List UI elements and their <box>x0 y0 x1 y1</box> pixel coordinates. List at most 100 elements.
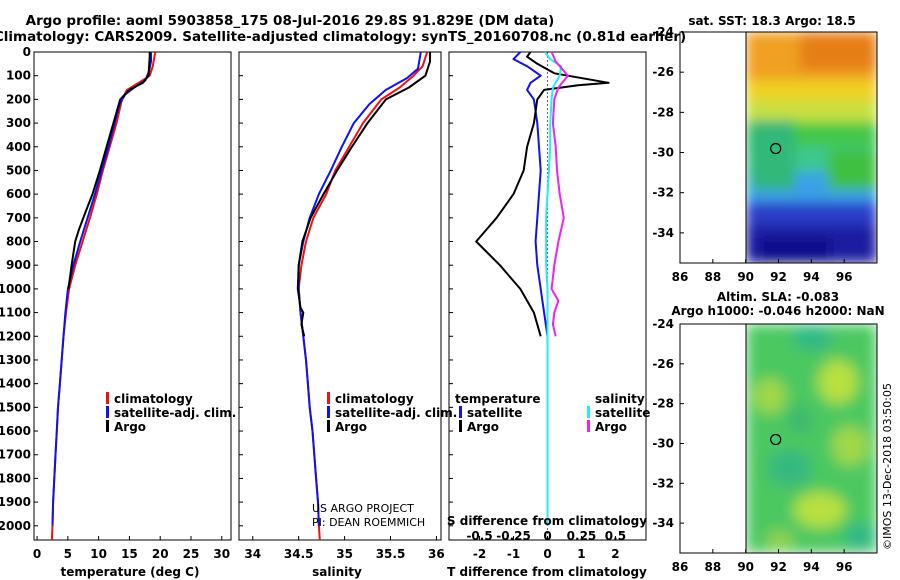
map-y-tick-label: -30 <box>652 436 674 450</box>
salinity-plot-area <box>296 52 431 540</box>
difference-x-label: T difference from climatology <box>447 565 647 579</box>
salinity-legend: climatology satellite-adj. clim. Argo <box>327 392 457 434</box>
salinity-x-axis: 34 34.5 35 35.5 36 <box>244 536 445 561</box>
x-tick-label: 15 <box>121 547 138 561</box>
depth-tick-label: 700 <box>6 211 31 225</box>
map-y-tick-label: -34 <box>652 226 674 240</box>
series-line-argo <box>67 52 151 290</box>
map-y-tick-label: -24 <box>652 25 674 39</box>
depth-tick-label: 100 <box>6 69 31 83</box>
map-x-tick-label: 96 <box>836 270 853 284</box>
depth-tick-label: 0 <box>23 45 31 59</box>
legend-label-climatology: climatology <box>114 392 193 406</box>
map-x-tick-label: 92 <box>770 270 787 284</box>
depth-axis: 0 100 200 300 400 500 600 700 800 900 1000 1100 1200… <box>0 45 453 533</box>
map-x-tick-label: 96 <box>836 560 853 574</box>
depth-tick-label: 1400 <box>0 377 31 391</box>
map-y-tick-label: -24 <box>652 317 674 331</box>
depth-tick-label: 800 <box>6 235 31 249</box>
sst-map-title: sat. SST: 18.3 Argo: 18.5 <box>688 14 855 28</box>
legend-swatch-sal-argo <box>587 420 590 432</box>
legend-label-satellite: satellite-adj. clim. <box>335 406 457 420</box>
difference-top-axis-label: S difference from climatology <box>447 514 647 528</box>
top-tick-label: -0.25 <box>496 529 531 543</box>
legend-swatch-satellite <box>106 406 109 418</box>
figure-title-line2: Climatology: CARS2009. Satellite-adjuste… <box>0 29 686 45</box>
map-x-tick-label: 90 <box>737 560 754 574</box>
series-line-argo <box>296 52 431 337</box>
depth-tick-label: 1300 <box>0 353 31 367</box>
map-x-tick-label: 94 <box>803 560 820 574</box>
temperature-plot-area <box>50 52 157 540</box>
sst-map-axes: 86 88 90 92 94 96 -24 -26 -28 -30 -32 -34 <box>652 25 852 284</box>
legend-label-temp-satellite: satellite <box>467 406 522 420</box>
x-tick-label: 35 <box>336 547 353 561</box>
map-x-tick-label: 88 <box>704 560 721 574</box>
legend-swatch-temp-argo <box>459 420 462 432</box>
x-tick-label: 34 <box>244 547 261 561</box>
map-y-tick-label: -28 <box>652 397 674 411</box>
depth-tick-label: 900 <box>6 258 31 272</box>
figure-title-line1: Argo profile: aoml 5903858_175 08-Jul-20… <box>26 13 555 29</box>
depth-tick-label: 300 <box>6 116 31 130</box>
x-tick-label: 25 <box>183 547 200 561</box>
legend-swatch-argo <box>106 420 109 432</box>
map-y-tick-label: -32 <box>652 476 674 490</box>
sst-argo-position-marker <box>770 142 782 155</box>
x-tick-label: 30 <box>213 547 230 561</box>
map-x-tick-label: 86 <box>672 560 689 574</box>
x-tick-label: 0 <box>33 547 41 561</box>
map-x-tick-label: 92 <box>770 560 787 574</box>
legend-label-sal-satellite: satellite <box>595 406 650 420</box>
depth-tick-label: 1600 <box>0 424 31 438</box>
series-line-salinity-argo <box>550 52 569 337</box>
map-y-tick-label: -30 <box>652 146 674 160</box>
depth-tick-label: 400 <box>6 140 31 154</box>
depth-tick-label: 1100 <box>0 306 31 320</box>
legend-swatch-satellite <box>327 406 330 418</box>
depth-tick-label: 600 <box>6 187 31 201</box>
legend-label-argo: Argo <box>335 420 367 434</box>
depth-tick-label: 1700 <box>0 448 31 462</box>
map-y-tick-label: -26 <box>652 65 674 79</box>
imos-timestamp: ©IMOS 13-Dec-2018 03:50:05 <box>881 383 894 550</box>
x-tick-label: -1 <box>507 547 520 561</box>
series-line-satellite-adj-clim- <box>297 52 422 526</box>
x-tick-label: 35.5 <box>376 547 406 561</box>
salinity-x-label: salinity <box>312 565 362 579</box>
x-tick-label: -2 <box>473 547 486 561</box>
top-tick-label: -0.5 <box>466 529 492 543</box>
series-line-salinity-satellite <box>544 52 563 526</box>
x-tick-label: 20 <box>152 547 169 561</box>
series-line-climatology <box>297 52 429 540</box>
difference-plot-area <box>475 52 610 540</box>
top-tick-label: 0 <box>543 529 551 543</box>
depth-tick-label: 500 <box>6 163 31 177</box>
depth-tick-label: 1500 <box>0 400 31 414</box>
legend-swatch-argo <box>327 420 330 432</box>
x-tick-label: 5 <box>64 547 72 561</box>
top-tick-label: 0.5 <box>605 529 626 543</box>
sst-map-image <box>746 32 877 263</box>
legend-title-temperature: temperature <box>455 392 540 406</box>
sla-map-image <box>746 324 877 553</box>
legend-swatch-climatology <box>106 392 109 404</box>
x-tick-label: 1 <box>577 547 585 561</box>
legend-swatch-temp-satellite <box>459 406 462 418</box>
series-line-temperature-argo <box>475 52 610 337</box>
legend-label-temp-argo: Argo <box>467 420 499 434</box>
temperature-x-axis: 0 5 10 15 20 25 30 <box>33 536 230 561</box>
depth-tick-label: 200 <box>6 92 31 106</box>
depth-tick-label: 1800 <box>0 471 31 485</box>
temperature-legend: climatology satellite-adj. clim. Argo <box>106 392 236 434</box>
difference-legend: temperature satellite Argo salinity sate… <box>455 392 650 434</box>
legend-label-climatology: climatology <box>335 392 414 406</box>
credit-project: US ARGO PROJECT <box>312 502 414 515</box>
salinity-difference-tick-labels: -0.5 -0.25 0 0.25 0.5 <box>466 529 626 543</box>
map-y-tick-label: -28 <box>652 105 674 119</box>
x-tick-label: 34.5 <box>284 547 314 561</box>
legend-swatch-climatology <box>327 392 330 404</box>
map-y-tick-label: -26 <box>652 357 674 371</box>
x-tick-label: 36 <box>428 547 445 561</box>
